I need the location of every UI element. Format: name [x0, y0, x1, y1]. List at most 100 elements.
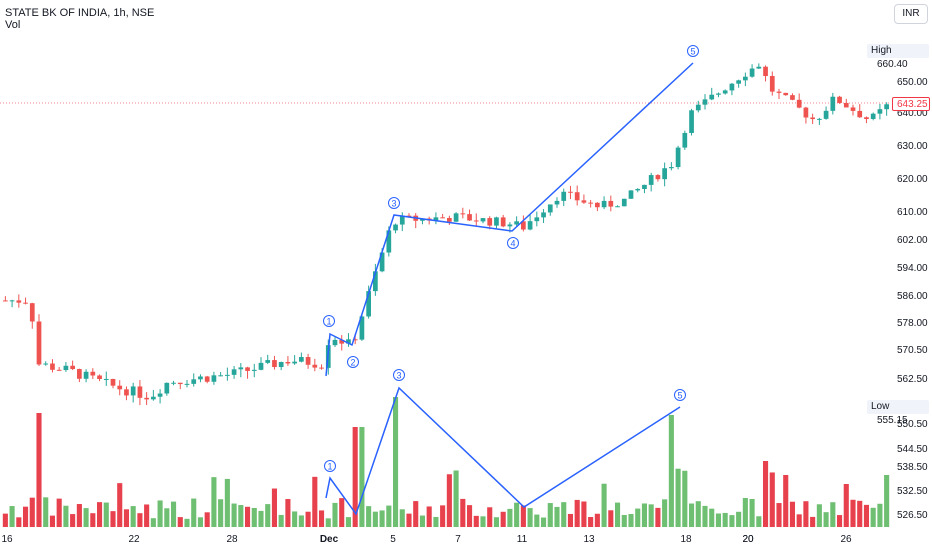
volume-bar — [258, 510, 264, 527]
volume-bar — [473, 515, 479, 527]
volume-bar — [244, 506, 251, 527]
candle — [615, 205, 620, 208]
volume-bar — [379, 510, 385, 527]
time-tick-label: 11 — [516, 534, 528, 545]
candle — [709, 87, 715, 101]
volume-bar — [305, 511, 311, 527]
volume-bar — [251, 507, 257, 527]
volume-bar — [130, 506, 136, 527]
candle — [635, 188, 641, 193]
svg-text:1: 1 — [326, 317, 331, 327]
candle — [561, 188, 567, 207]
volume-bar — [857, 500, 863, 527]
candle — [319, 364, 324, 370]
volume-bar — [211, 477, 217, 527]
volume-bar — [870, 507, 876, 527]
volume-bar — [76, 504, 82, 527]
volume-bar — [487, 507, 493, 527]
candle — [534, 211, 540, 227]
svg-text:5: 5 — [690, 47, 695, 57]
volume-bar — [507, 508, 513, 527]
volume-bar — [70, 514, 76, 527]
volume-bars — [2, 397, 890, 527]
price-wave-line — [325, 62, 694, 377]
candle — [258, 357, 264, 371]
candle — [312, 358, 318, 372]
volume-bar — [63, 505, 69, 527]
price-tick-label: 532.50 — [897, 486, 928, 497]
candle — [191, 373, 197, 387]
volume-bar — [117, 483, 123, 527]
volume-bar — [534, 514, 540, 527]
volume-wave-label-5: 5 — [674, 389, 686, 401]
volume-bar — [392, 397, 399, 527]
volume-bar — [850, 499, 856, 527]
candle — [50, 359, 55, 373]
candle — [648, 172, 654, 192]
price-tick-label: 610.00 — [897, 207, 928, 218]
candle — [628, 190, 634, 199]
candle — [447, 215, 452, 225]
candle — [473, 213, 479, 226]
volume-wave-label-1: 1 — [324, 460, 336, 472]
candle — [151, 390, 156, 401]
volume-bar — [406, 513, 412, 527]
volume-bar — [574, 499, 580, 527]
volume-bar — [103, 502, 109, 527]
candle — [574, 185, 580, 206]
volume-bar — [803, 501, 809, 527]
volume-bar — [453, 470, 459, 527]
volume-bar — [184, 518, 190, 527]
candle — [56, 367, 62, 371]
volume-indicator-label[interactable]: Vol — [5, 19, 21, 31]
volume-bar — [769, 472, 775, 527]
svg-text:4: 4 — [510, 239, 515, 249]
candle — [90, 368, 96, 380]
volume-bar — [581, 501, 587, 527]
candle — [487, 216, 493, 230]
high-price-label: High 660.40 — [867, 44, 929, 70]
volume-bar — [567, 513, 574, 527]
volume-bar — [413, 501, 419, 527]
candle — [29, 302, 35, 329]
candle — [440, 213, 445, 219]
price-tick-label: 630.00 — [897, 141, 928, 152]
currency-button[interactable]: INR — [894, 4, 928, 24]
candle — [97, 374, 102, 382]
volume-bar — [540, 517, 547, 527]
volume-bar — [715, 513, 722, 527]
price-tick-label: 640.00 — [897, 108, 928, 119]
price-tick-label: 526.50 — [897, 510, 928, 521]
candle — [198, 374, 203, 383]
volume-bar — [810, 516, 816, 527]
volume-wave-line — [325, 386, 681, 516]
volume-bar — [756, 516, 762, 527]
candle — [23, 297, 28, 305]
volume-bar — [466, 505, 473, 527]
candle — [177, 382, 183, 390]
volume-bar — [419, 515, 426, 527]
candle — [245, 366, 250, 379]
volume-bar — [137, 513, 143, 527]
candle — [749, 64, 755, 78]
volume-bar — [440, 505, 446, 527]
candle — [339, 335, 345, 351]
candle — [292, 355, 297, 365]
volume-bar — [480, 516, 486, 527]
candle — [225, 367, 230, 381]
volume-bar — [688, 503, 695, 527]
low-label-name: Low — [871, 401, 890, 412]
volume-bar — [9, 506, 15, 527]
volume-bar — [783, 474, 789, 527]
candle — [850, 104, 856, 116]
volume-bar — [43, 497, 49, 527]
candle — [43, 361, 49, 366]
volume-bar — [150, 518, 156, 527]
wave-label-4: 4 — [507, 237, 519, 249]
volume-bar — [594, 513, 600, 527]
last-price-label: 643.25 — [892, 97, 930, 111]
candle — [157, 389, 163, 404]
price-tick-label: 594.00 — [897, 263, 928, 274]
time-tick-label: 16 — [1, 534, 13, 545]
